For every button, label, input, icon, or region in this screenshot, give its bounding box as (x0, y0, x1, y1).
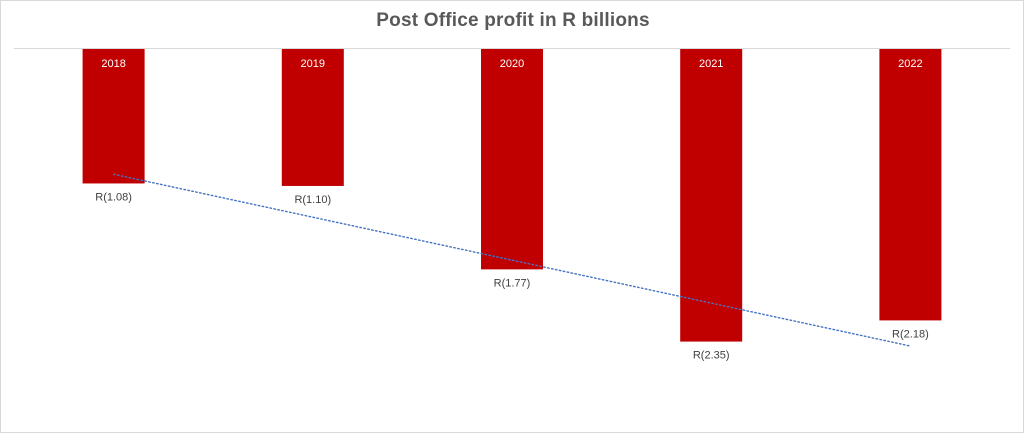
category-label-2021: 2021 (699, 58, 723, 70)
data-label-2019: R(1.10) (294, 194, 331, 206)
bar-2018 (82, 49, 145, 184)
category-label-2018: 2018 (101, 58, 125, 70)
category-label-2020: 2020 (500, 58, 524, 70)
data-label-2018: R(1.08) (95, 191, 132, 203)
category-label-2022: 2022 (898, 58, 922, 70)
chart-title: Post Office profit in R billions (376, 10, 650, 31)
bar-2019 (281, 49, 344, 186)
data-label-2021: R(2.35) (693, 350, 730, 362)
bar-2022 (879, 49, 942, 321)
bar-2021 (680, 49, 743, 342)
data-label-2020: R(1.77) (494, 277, 531, 289)
bar-2020 (481, 49, 543, 270)
data-label-2022: R(2.18) (892, 328, 929, 340)
category-label-2019: 2019 (301, 58, 325, 70)
trendline (112, 173, 912, 347)
